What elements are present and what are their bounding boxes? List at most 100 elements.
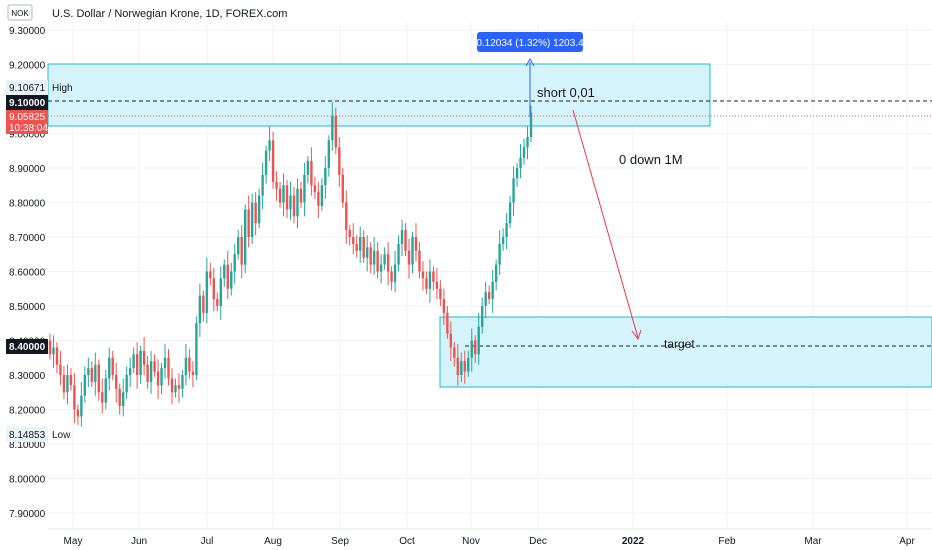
candle (487, 285, 491, 305)
candle-body (146, 364, 149, 382)
candle (135, 342, 139, 389)
candle (522, 138, 526, 165)
y-tick-label: 8.10000 (9, 440, 46, 451)
candle-body (379, 264, 383, 272)
candle (519, 143, 522, 179)
candle (397, 235, 400, 272)
candle-body (463, 361, 466, 372)
candle (501, 228, 505, 251)
candle (101, 378, 104, 413)
candle-body (66, 375, 69, 393)
candle-body (111, 357, 114, 375)
candle (216, 292, 219, 312)
candle (254, 192, 257, 236)
measure-label: 0.12034 (1.32%) 1203.4 (476, 38, 584, 49)
candle (470, 328, 473, 372)
candle (167, 349, 170, 386)
down-annotation[interactable]: 0 down 1M (619, 152, 683, 167)
candle (393, 250, 397, 293)
candle-body (460, 361, 463, 375)
candle (62, 366, 66, 400)
high-tag-value: 9.10671 (9, 83, 46, 94)
candle-body (289, 195, 292, 210)
target-level-tag-value: 8.40000 (9, 342, 46, 353)
candle-body (331, 116, 334, 141)
candle (491, 269, 494, 313)
support-zone[interactable] (439, 316, 932, 388)
candle (369, 242, 372, 274)
symbol-badge-box[interactable] (7, 4, 33, 21)
candle-body (292, 195, 296, 217)
candle-body (404, 230, 407, 251)
candle (345, 190, 348, 244)
candle (212, 268, 216, 312)
candle (271, 131, 275, 189)
countdown-tag: 10:38:04 (9, 123, 48, 134)
y-tick-label: 8.60000 (9, 268, 46, 279)
candle (355, 235, 358, 258)
low-tag-box (6, 427, 48, 442)
candle-body (320, 185, 324, 206)
candle (268, 126, 271, 162)
candle (87, 357, 90, 388)
candle-body (139, 350, 142, 375)
candle (407, 238, 411, 279)
candle-body (268, 140, 271, 151)
candle (69, 368, 73, 391)
candle-body (104, 378, 107, 403)
candle (282, 173, 285, 217)
high-tag-box (6, 80, 48, 95)
candle (163, 343, 167, 379)
symbol-badge[interactable]: NOK (11, 9, 29, 18)
candle-body (425, 278, 428, 289)
x-tick-label: Sep (331, 536, 349, 547)
candle-body (216, 299, 219, 306)
x-axis[interactable]: May Jun Jul Aug Sep Oct Nov Dec 2022 Feb Mar Apr (64, 536, 916, 547)
candle (463, 350, 466, 384)
level-tag-value: 9.10000 (9, 98, 46, 109)
candle (331, 102, 334, 151)
candle (83, 366, 87, 403)
candle (327, 135, 331, 177)
target-level-tag-box (6, 339, 48, 354)
candle-body (453, 347, 456, 358)
last-price-tag-value: 9.05825 (9, 112, 46, 123)
low-tag-label: Low (52, 430, 71, 441)
candle-body (195, 323, 198, 375)
candle (515, 162, 519, 187)
x-tick-label: Jun (131, 536, 147, 547)
short-annotation[interactable]: short 0,01 (537, 85, 595, 100)
candle-body (397, 243, 400, 265)
candle (139, 345, 142, 384)
candle (257, 188, 261, 229)
candle (170, 368, 174, 405)
candle-body (299, 188, 303, 203)
candle (181, 369, 184, 398)
candle (481, 297, 484, 334)
candle-body (247, 209, 250, 237)
candle-body (442, 299, 446, 313)
candle (512, 166, 515, 217)
candle-body (407, 250, 411, 265)
resistance-zone[interactable] (47, 63, 711, 127)
candle-body (439, 288, 442, 300)
candle-body (303, 174, 306, 203)
candle (303, 162, 306, 217)
candle (149, 350, 153, 394)
candle (317, 181, 320, 219)
candle-body (285, 185, 289, 210)
candle (104, 369, 107, 410)
candle (460, 352, 463, 382)
candle-body (237, 237, 240, 255)
candle (299, 181, 303, 208)
target-annotation[interactable]: target (664, 337, 695, 351)
candle-body (163, 357, 167, 369)
projection-arrow-line[interactable] (572, 109, 639, 339)
candle-body (153, 361, 156, 372)
candle-body (352, 237, 355, 244)
y-axis[interactable]: 9.30000 9.20000 9.10000 9.00000 8.90000 8.800… (9, 26, 46, 520)
candle (425, 271, 428, 294)
candle (442, 288, 446, 325)
